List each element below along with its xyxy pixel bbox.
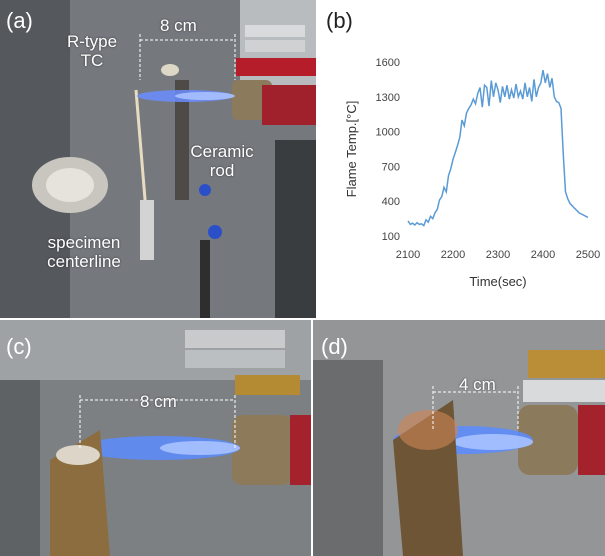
ceramic-rod-label: Ceramic rod	[182, 142, 262, 180]
panel-c-label: (c)	[6, 334, 32, 359]
photo-panel-c: (c) 8 cm	[0, 320, 311, 556]
flame-8cm-photo	[0, 320, 311, 556]
ceramic-rod-label-line2: rod	[209, 161, 235, 180]
thermocouple-label-line1: R-type	[66, 32, 118, 51]
distance-label-c: 8 cm	[140, 392, 177, 411]
panel-d-label: (d)	[321, 334, 348, 359]
flame-temp-chart: 100 400 700 1000 1300 1600 2100 2200 2300 2400 250…	[344, 57, 600, 289]
chart-panel-b: (b) 100 400 700 1000 1300 1600 2100 2200 2300 240…	[318, 0, 605, 318]
specimen-label-line1: specimen	[47, 233, 121, 252]
thermocouple-label: R-type TC	[62, 32, 122, 70]
y-tick-label: 100	[382, 231, 400, 243]
thermocouple-label-line2: TC	[80, 51, 104, 70]
y-tick-label: 400	[382, 196, 400, 208]
panel-a-label: (a)	[6, 8, 33, 33]
ceramic-rod-label-line1: Ceramic	[190, 142, 254, 161]
panel-b-label: (b)	[326, 8, 353, 33]
photo-panel-a: (a) 8 cm R-type TC Ceramic rod specimen …	[0, 0, 316, 318]
y-axis-title: Flame Temp.[°C]	[344, 101, 359, 198]
flame-temp-line	[407, 69, 589, 227]
y-tick-label: 700	[382, 161, 400, 173]
distance-label-d: 4 cm	[459, 375, 496, 394]
x-tick-label: 2300	[486, 249, 510, 261]
flame-4cm-photo	[313, 320, 605, 556]
y-tick-label: 1300	[376, 92, 400, 104]
x-axis-title: Time(sec)	[469, 274, 526, 289]
specimen-label-line2: centerline	[47, 252, 121, 271]
photo-panel-d: (d) 4 cm	[313, 320, 605, 556]
x-tick-label: 2200	[441, 249, 465, 261]
y-tick-label: 1600	[376, 57, 400, 69]
specimen-centerline-label: specimen centerline	[34, 233, 134, 271]
x-tick-label: 2400	[531, 249, 555, 261]
setup-photo	[0, 0, 316, 318]
x-tick-label: 2500	[576, 249, 600, 261]
x-tick-label: 2100	[396, 249, 420, 261]
distance-label-a: 8 cm	[160, 16, 197, 35]
y-tick-label: 1000	[376, 127, 400, 139]
